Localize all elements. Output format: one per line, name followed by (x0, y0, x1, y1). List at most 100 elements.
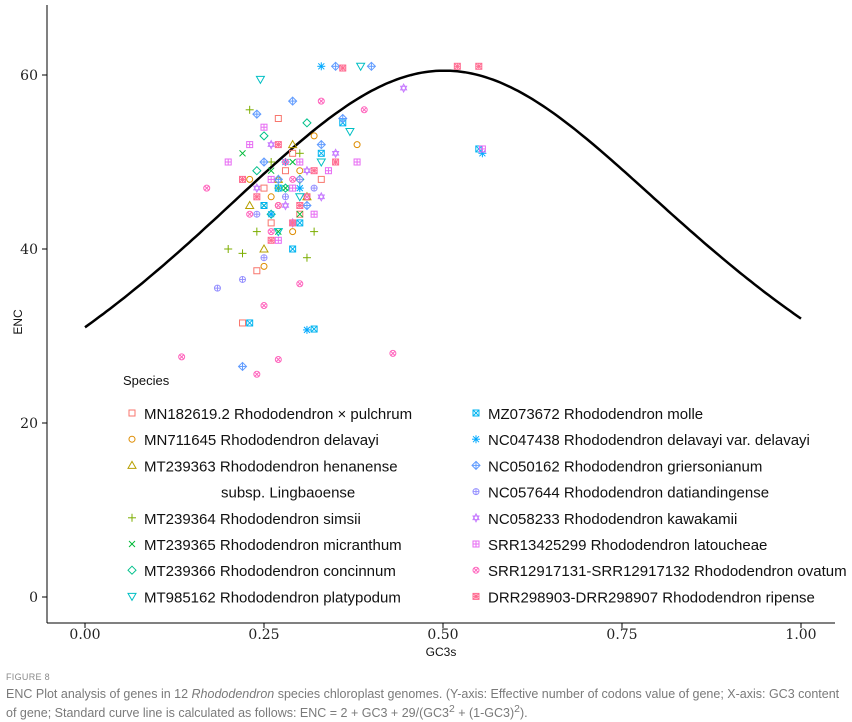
data-point (296, 210, 304, 218)
y-ticks: 0 20 40 60 (20, 68, 47, 606)
legend-key (128, 513, 136, 522)
data-point (296, 175, 304, 183)
data-point (260, 202, 268, 209)
data-point (213, 284, 221, 292)
data-point (317, 175, 325, 183)
data-point (399, 82, 408, 94)
data-point (253, 370, 261, 378)
data-point (345, 128, 355, 137)
caption-text-2: species chloroplast genomes. (Y-axis: Ef… (6, 687, 840, 721)
data-point (353, 141, 361, 149)
legend-key (472, 512, 480, 523)
data-point (296, 280, 304, 288)
data-point (281, 158, 289, 166)
data-point (310, 325, 318, 333)
data-point (316, 139, 326, 150)
data-point (260, 254, 268, 262)
data-point (296, 210, 304, 218)
data-point (330, 61, 341, 72)
data-points (178, 61, 487, 378)
data-point (303, 193, 311, 201)
data-point (281, 167, 289, 175)
data-point (274, 228, 282, 235)
data-point (289, 245, 297, 253)
figure-label: FIGURE 8 (6, 672, 50, 682)
legend-key (472, 566, 480, 574)
data-point (302, 325, 311, 334)
data-point (253, 210, 261, 218)
data-point (260, 184, 268, 192)
legend: Species MN182619.2 Rhododendron × pulchr… (123, 373, 847, 606)
legend-key (472, 488, 480, 496)
x-axis-label: GC3s (426, 645, 457, 659)
legend-key (127, 460, 137, 469)
legend-label: NC050162 Rhododendron griersonianum (488, 458, 762, 475)
legend-key (471, 460, 481, 471)
data-point (289, 149, 297, 157)
data-point (273, 228, 284, 237)
data-point (274, 115, 282, 122)
data-point (239, 319, 247, 327)
legend-key (128, 435, 136, 443)
data-point (366, 61, 377, 72)
data-point (289, 175, 297, 183)
enc-plot: 0.00 0.25 0.50 0.75 1.00 0 20 40 60 GC3s ENC Sp… (11, 5, 847, 659)
data-point (260, 123, 268, 131)
data-point (289, 184, 297, 192)
data-point (255, 75, 266, 85)
data-point (296, 167, 304, 175)
data-point (475, 145, 483, 153)
data-point (289, 219, 297, 227)
data-point (259, 157, 269, 167)
data-point (287, 96, 298, 106)
data-point (296, 219, 304, 227)
data-point (303, 165, 311, 176)
x-tick-label: 0.00 (69, 627, 100, 643)
data-point (317, 149, 325, 157)
data-point (246, 319, 254, 327)
data-point (259, 131, 269, 141)
data-point (244, 200, 255, 209)
legend-label: SRR12917131-SRR12917132 Rhododendron ova… (488, 563, 847, 580)
x-ticks: 0.00 0.25 0.50 0.75 1.00 (69, 623, 817, 643)
data-point (295, 184, 304, 193)
legend-key (127, 592, 137, 602)
data-point (267, 210, 276, 219)
data-point (274, 202, 282, 209)
legend-title: Species (123, 373, 170, 388)
y-tick-label: 40 (20, 242, 38, 258)
data-point (331, 148, 340, 159)
legend-label: MT239364 Rhododendron simsii (144, 511, 361, 528)
legend-key (472, 435, 480, 444)
data-point (317, 191, 326, 202)
data-point (246, 175, 254, 183)
figure-caption: ENC Plot analysis of genes in 12 Rhodode… (6, 686, 848, 721)
legend-label: MT239365 Rhododendron micranthum (144, 537, 402, 554)
data-point (302, 200, 312, 211)
data-point (260, 262, 268, 270)
data-point (252, 109, 262, 119)
caption-text-4: ). (519, 706, 528, 721)
legend-label: MT239363 Rhododendron henanense (144, 458, 398, 475)
data-point (281, 200, 290, 211)
data-point (245, 105, 254, 114)
data-point (238, 249, 247, 258)
axes (46, 5, 835, 624)
caption-text-3: + (1-GC3) (454, 706, 515, 721)
legend-label: MZ073672 Rhododendron molle (488, 406, 703, 423)
legend-key (472, 540, 480, 548)
data-point (289, 228, 297, 236)
data-point (253, 267, 261, 275)
y-axis-label: ENC (11, 309, 25, 335)
data-point (239, 275, 247, 283)
data-point (246, 210, 254, 218)
standard-curve (84, 69, 802, 329)
data-point (302, 253, 311, 262)
data-point (317, 97, 325, 105)
caption-text-1: ENC Plot analysis of genes in 12 (6, 687, 192, 701)
data-point (178, 353, 186, 361)
data-point (478, 145, 486, 153)
data-point (252, 227, 261, 236)
data-point (389, 349, 397, 357)
data-point (310, 167, 318, 175)
